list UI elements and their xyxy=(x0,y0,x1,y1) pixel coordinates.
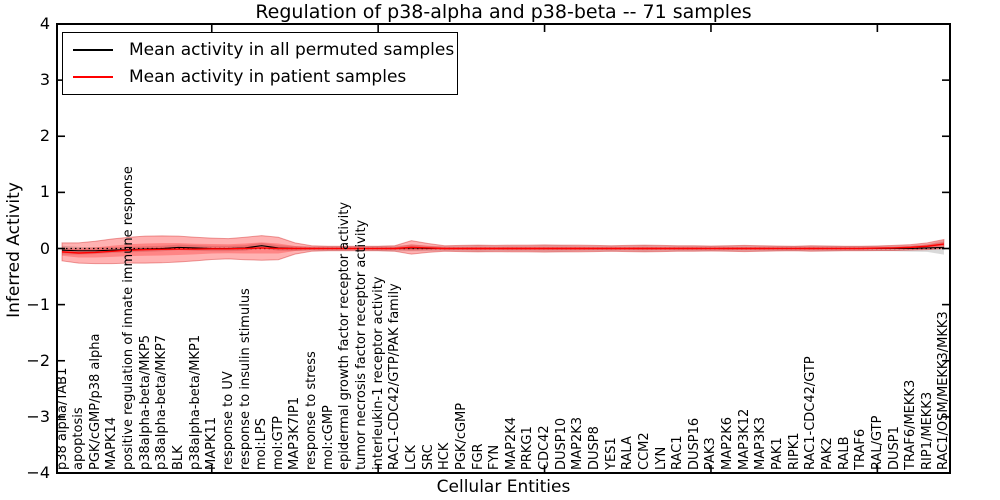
x-category-label: response to stress xyxy=(304,351,320,470)
x-category-label: DUSP16 xyxy=(686,417,702,470)
permuted-line-swatch xyxy=(73,49,113,51)
x-category-label: MAP2K6 xyxy=(720,416,736,470)
x-category-label: positive regulation of innate immune res… xyxy=(121,166,137,470)
x-category-label: MAP3K7IP1 xyxy=(287,397,303,470)
patient-std-inner-band xyxy=(62,241,944,258)
x-category-label: DUSP10 xyxy=(553,417,569,470)
legend-label-permuted: Mean activity in all permuted samples xyxy=(129,40,455,60)
x-category-label: RALB xyxy=(836,436,852,470)
patient-line-swatch xyxy=(73,76,113,78)
x-category-label: FYN xyxy=(487,444,503,470)
y-tick-label: −2 xyxy=(26,350,50,370)
x-category-label: RAL/GTP xyxy=(869,415,885,470)
x-category-label: SRC xyxy=(420,444,436,470)
x-category-label: MAPK14 xyxy=(104,416,120,470)
x-category-label: LCK xyxy=(403,445,419,470)
x-category-label: p38 alpha/TAB1 xyxy=(54,367,70,470)
x-category-label: DUSP8 xyxy=(586,426,602,470)
x-category-label: PAK1 xyxy=(770,437,786,470)
y-tick-label: −4 xyxy=(26,463,50,482)
x-category-label: MAP2K4 xyxy=(503,416,519,470)
x-category-label: DUSP1 xyxy=(886,426,902,470)
x-category-label: MAPK11 xyxy=(204,416,220,470)
x-category-label: TRAF6 xyxy=(853,428,869,470)
x-category-label: CCM2 xyxy=(636,432,652,470)
x-category-label: RAC1 xyxy=(670,435,686,470)
x-category-label: CDC42 xyxy=(537,425,553,470)
x-category-label: apoptosis xyxy=(71,407,87,470)
x-category-label: interleukin-1 receptor activity xyxy=(370,276,386,470)
x-category-label: LYN xyxy=(653,446,669,470)
x-category-label: RAC1/OSM/MEKK3/MKK3 xyxy=(936,311,952,470)
y-tick-label: 2 xyxy=(39,126,50,146)
x-category-label: PAK2 xyxy=(819,437,835,470)
chart-title: Regulation of p38-alpha and p38-beta -- … xyxy=(255,1,752,23)
x-category-label: tumor necrosis factor receptor activity xyxy=(354,219,370,470)
x-category-label: MAP2K3 xyxy=(570,416,586,470)
x-category-label: PRKG1 xyxy=(520,426,536,470)
x-category-label: MAP3K12 xyxy=(736,408,752,470)
x-category-label: YES1 xyxy=(603,437,619,470)
x-category-label: BLK xyxy=(170,445,186,470)
x-category-label: PAK3 xyxy=(703,437,719,470)
permuted-std-band xyxy=(62,240,944,255)
y-tick-label: −1 xyxy=(26,294,50,314)
x-category-label: p38alpha-beta/MKP5 xyxy=(137,334,153,470)
x-category-label: RIP1/MEKK3 xyxy=(919,391,935,470)
x-category-label: RAC1-CDC42/GTP/PAK family xyxy=(387,283,403,470)
series-line-1 xyxy=(61,243,945,254)
x-category-label: FGR xyxy=(470,443,486,470)
x-category-label: PGK/cGMP/p38 alpha xyxy=(87,333,103,470)
x-category-label: RAC1-CDC42/GTP xyxy=(803,356,819,470)
y-tick-label: 1 xyxy=(39,182,50,202)
legend-label-patient: Mean activity in patient samples xyxy=(129,67,407,87)
y-tick-label: 3 xyxy=(39,70,50,90)
x-category-label: TRAF6/MEKK3 xyxy=(903,379,919,470)
x-category-label: mol:GTP xyxy=(270,416,286,470)
x-category-label: RIPK1 xyxy=(786,432,802,470)
x-category-label: MAP3K3 xyxy=(753,416,769,470)
x-category-label: p38alpha-beta/MKP7 xyxy=(154,334,170,470)
x-category-label: mol:cGMP xyxy=(320,405,336,470)
y-tick-label: −3 xyxy=(26,406,50,426)
y-tick-label: 0 xyxy=(39,238,50,258)
x-category-label: p38alpha-beta/MKP1 xyxy=(187,334,203,470)
x-category-label: HCK xyxy=(437,442,453,470)
legend-item-permuted: Mean activity in all permuted samples xyxy=(63,40,457,60)
y-tick-label: 4 xyxy=(39,14,50,33)
x-category-label: mol:LPS xyxy=(254,418,270,470)
x-category-label: response to insulin stimulus xyxy=(237,288,253,470)
legend: Mean activity in all permuted samples Me… xyxy=(62,32,458,95)
x-category-label: RALA xyxy=(620,436,636,470)
x-category-label: response to UV xyxy=(220,371,236,470)
legend-item-patient: Mean activity in patient samples xyxy=(63,67,457,87)
x-category-label: epidermal growth factor receptor activit… xyxy=(337,201,353,470)
x-axis-label: Cellular Entities xyxy=(436,477,571,497)
x-category-label: PGK/cGMP xyxy=(453,402,469,470)
